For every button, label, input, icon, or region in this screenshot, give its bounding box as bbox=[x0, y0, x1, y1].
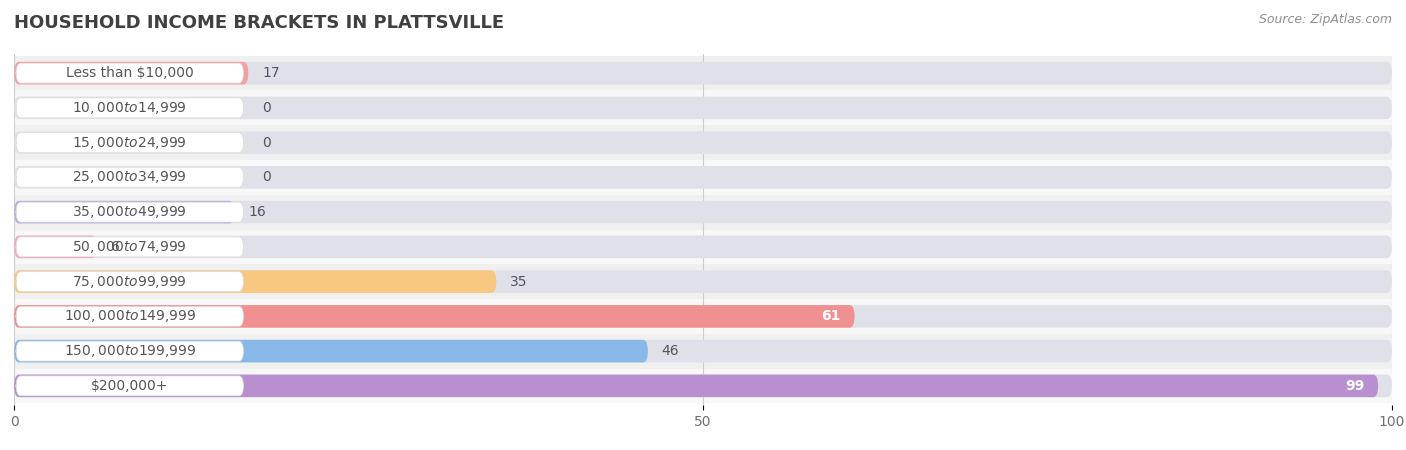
Text: 61: 61 bbox=[821, 310, 841, 324]
FancyBboxPatch shape bbox=[15, 63, 243, 83]
Text: $150,000 to $199,999: $150,000 to $199,999 bbox=[63, 343, 195, 359]
Text: Source: ZipAtlas.com: Source: ZipAtlas.com bbox=[1258, 14, 1392, 27]
Text: 0: 0 bbox=[262, 171, 271, 184]
FancyBboxPatch shape bbox=[14, 340, 1392, 362]
FancyBboxPatch shape bbox=[14, 264, 1392, 299]
FancyBboxPatch shape bbox=[15, 202, 243, 222]
FancyBboxPatch shape bbox=[14, 56, 1392, 90]
Text: $10,000 to $14,999: $10,000 to $14,999 bbox=[73, 100, 187, 116]
FancyBboxPatch shape bbox=[14, 299, 1392, 334]
FancyBboxPatch shape bbox=[15, 272, 243, 292]
FancyBboxPatch shape bbox=[14, 270, 1392, 293]
FancyBboxPatch shape bbox=[14, 90, 1392, 125]
FancyBboxPatch shape bbox=[14, 62, 1392, 85]
Text: $15,000 to $24,999: $15,000 to $24,999 bbox=[73, 135, 187, 151]
FancyBboxPatch shape bbox=[14, 160, 1392, 195]
FancyBboxPatch shape bbox=[15, 167, 243, 187]
Text: $200,000+: $200,000+ bbox=[91, 379, 169, 393]
FancyBboxPatch shape bbox=[15, 133, 243, 153]
Text: $75,000 to $99,999: $75,000 to $99,999 bbox=[73, 274, 187, 290]
FancyBboxPatch shape bbox=[14, 131, 1392, 154]
FancyBboxPatch shape bbox=[14, 201, 1392, 223]
Text: 46: 46 bbox=[662, 344, 679, 358]
FancyBboxPatch shape bbox=[14, 340, 648, 362]
Text: $35,000 to $49,999: $35,000 to $49,999 bbox=[73, 204, 187, 220]
FancyBboxPatch shape bbox=[14, 334, 1392, 369]
Text: 35: 35 bbox=[510, 274, 527, 288]
FancyBboxPatch shape bbox=[14, 201, 235, 223]
Text: $25,000 to $34,999: $25,000 to $34,999 bbox=[73, 169, 187, 185]
FancyBboxPatch shape bbox=[14, 369, 1392, 403]
Text: 6: 6 bbox=[111, 240, 120, 254]
FancyBboxPatch shape bbox=[15, 306, 243, 326]
Text: 99: 99 bbox=[1346, 379, 1364, 393]
FancyBboxPatch shape bbox=[14, 97, 1392, 119]
FancyBboxPatch shape bbox=[14, 125, 1392, 160]
Text: 0: 0 bbox=[262, 101, 271, 115]
Text: 16: 16 bbox=[249, 205, 266, 219]
FancyBboxPatch shape bbox=[15, 341, 243, 361]
FancyBboxPatch shape bbox=[15, 98, 243, 118]
Text: $100,000 to $149,999: $100,000 to $149,999 bbox=[63, 308, 195, 324]
FancyBboxPatch shape bbox=[15, 237, 243, 257]
Text: Less than $10,000: Less than $10,000 bbox=[66, 66, 194, 80]
FancyBboxPatch shape bbox=[14, 236, 1392, 258]
FancyBboxPatch shape bbox=[14, 374, 1378, 397]
Text: $50,000 to $74,999: $50,000 to $74,999 bbox=[73, 239, 187, 255]
FancyBboxPatch shape bbox=[14, 270, 496, 293]
Text: HOUSEHOLD INCOME BRACKETS IN PLATTSVILLE: HOUSEHOLD INCOME BRACKETS IN PLATTSVILLE bbox=[14, 14, 505, 32]
Text: 17: 17 bbox=[262, 66, 280, 80]
FancyBboxPatch shape bbox=[14, 195, 1392, 230]
FancyBboxPatch shape bbox=[14, 374, 1392, 397]
FancyBboxPatch shape bbox=[14, 166, 1392, 189]
FancyBboxPatch shape bbox=[14, 305, 1392, 328]
FancyBboxPatch shape bbox=[14, 62, 249, 85]
FancyBboxPatch shape bbox=[14, 230, 1392, 264]
FancyBboxPatch shape bbox=[15, 376, 243, 396]
FancyBboxPatch shape bbox=[14, 305, 855, 328]
Text: 0: 0 bbox=[262, 135, 271, 149]
FancyBboxPatch shape bbox=[14, 236, 97, 258]
